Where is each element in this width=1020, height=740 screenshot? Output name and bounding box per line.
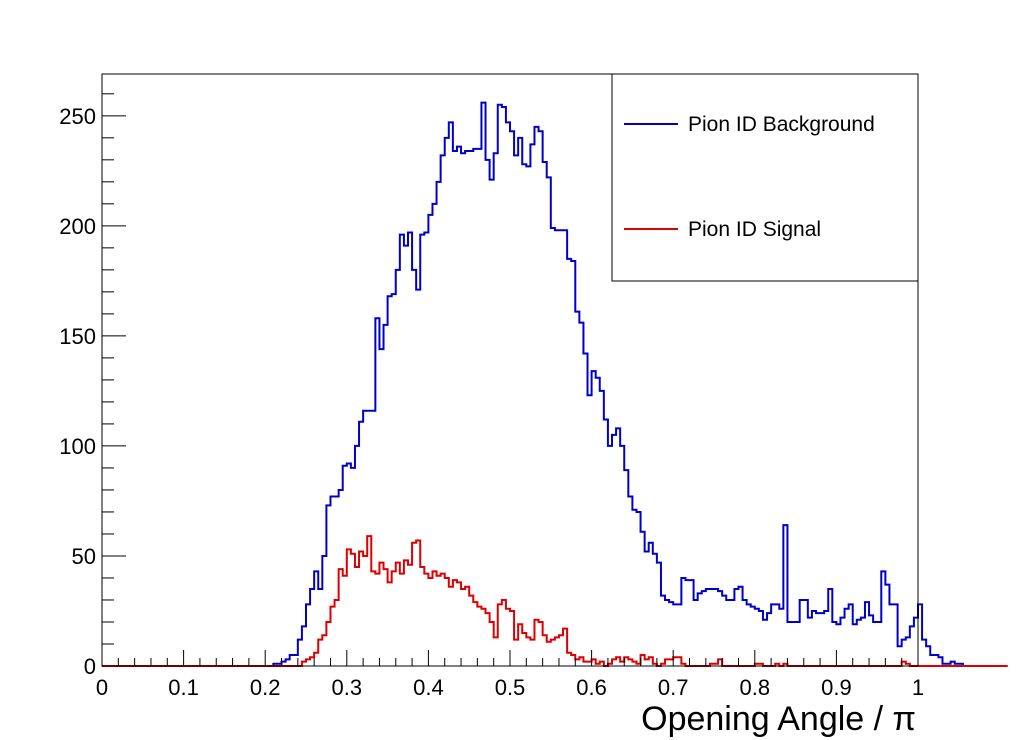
x-tick-label: 0.6	[576, 675, 607, 700]
x-tick-label: 0	[96, 675, 108, 700]
legend-box	[611, 73, 919, 282]
x-tick-label: 0.1	[168, 675, 199, 700]
x-tick-label: 0.5	[495, 675, 526, 700]
legend-label-signal: Pion ID Signal	[688, 218, 821, 241]
x-tick-label: 0.8	[740, 675, 771, 700]
x-axis-title: Opening Angle / π	[641, 700, 916, 738]
series-pion-id-signal	[102, 535, 1008, 667]
x-tick-label: 0.9	[821, 675, 852, 700]
x-tick-label: 0.3	[332, 675, 363, 700]
y-tick-label: 150	[59, 324, 96, 349]
legend-label-background: Pion ID Background	[688, 113, 875, 136]
y-tick-label: 200	[59, 214, 96, 239]
y-tick-label: 250	[59, 104, 96, 129]
x-tick-label: 1	[912, 675, 924, 700]
x-tick-label: 0.4	[413, 675, 444, 700]
y-tick-label: 50	[72, 544, 96, 569]
y-tick-label: 0	[84, 654, 96, 679]
series-pion-id-background	[102, 101, 964, 667]
y-tick-label: 100	[59, 434, 96, 459]
y-tick-labels: 0 50 100 150 200 250	[59, 104, 96, 679]
legend: Pion ID Background Pion ID Signal	[611, 73, 919, 282]
axis-ticks	[101, 93, 919, 667]
x-tick-label: 0.2	[250, 675, 281, 700]
x-tick-labels: 0 0.1 0.2 0.3 0.4 0.5 0.6 0.7 0.8 0.9 1	[96, 675, 924, 700]
x-tick-label: 0.7	[658, 675, 689, 700]
